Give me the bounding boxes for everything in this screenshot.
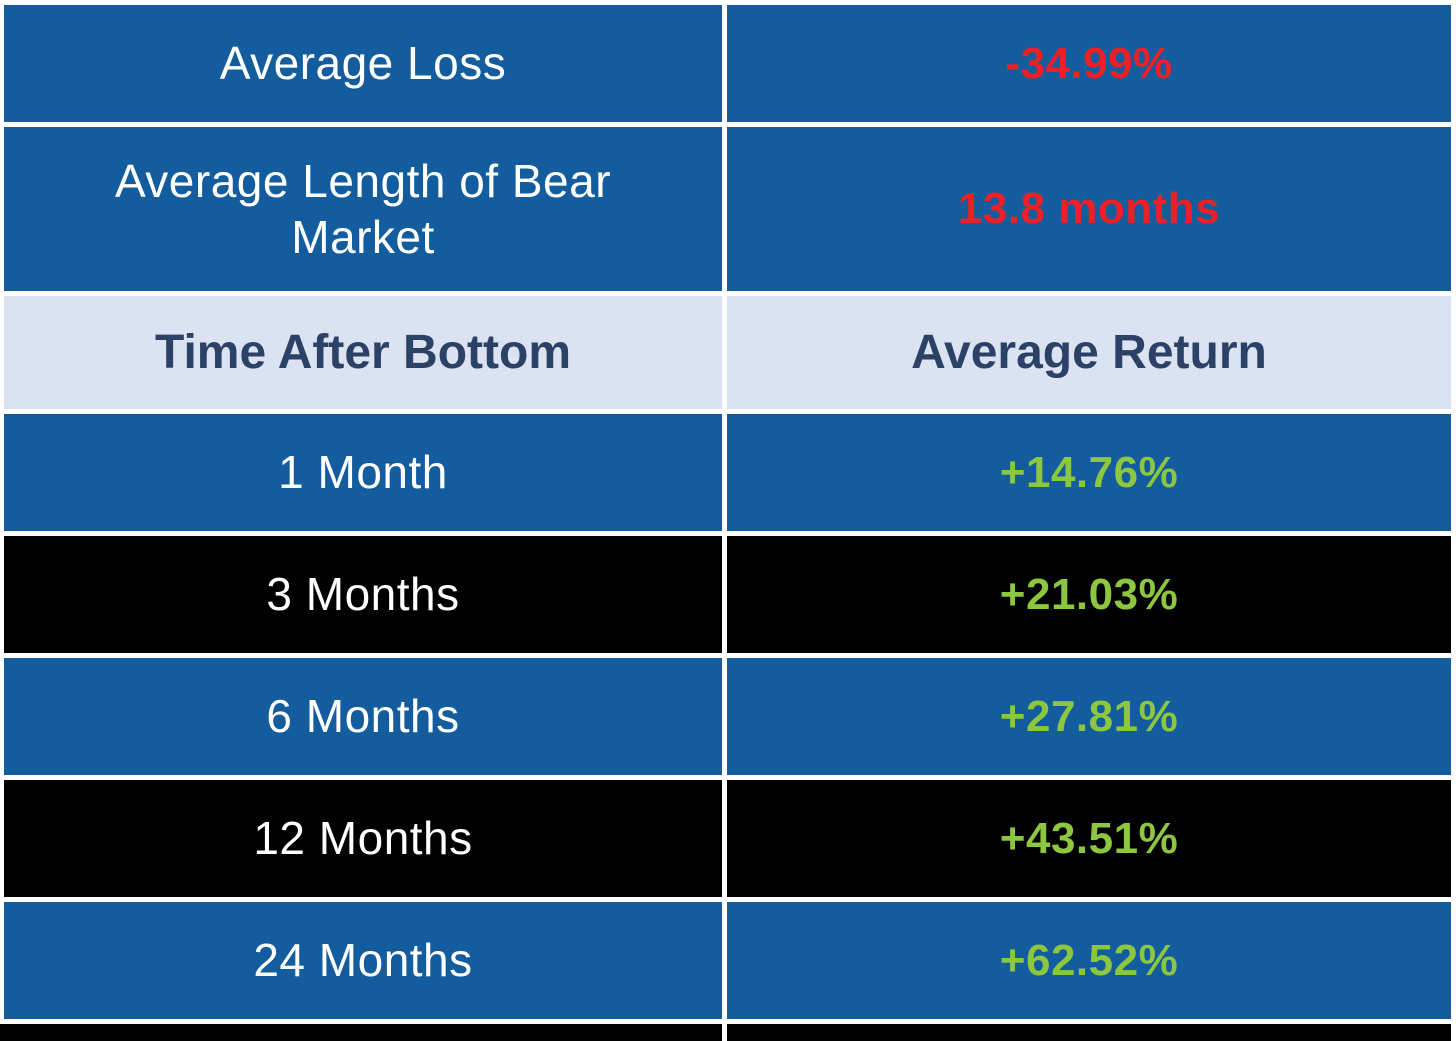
table-row-1-month: 1 Month +14.76% bbox=[0, 414, 1456, 531]
average-length-label: Average Length of Bear Market bbox=[114, 154, 612, 263]
header-time-after-bottom: Time After Bottom bbox=[154, 326, 571, 379]
row-6-months-label-cell: 6 Months bbox=[4, 658, 722, 775]
average-length-value: 13.8 months bbox=[957, 184, 1221, 233]
row-12-months-label-cell: 12 Months bbox=[4, 780, 722, 897]
row-3-months-label: 3 Months bbox=[266, 568, 460, 621]
row-1-month-label-cell: 1 Month bbox=[4, 414, 722, 531]
table-row-average-loss: Average Loss -34.99% bbox=[0, 5, 1456, 122]
row-12-months-value-cell: +43.51% bbox=[727, 780, 1451, 897]
table-row-12-months: 12 Months +43.51% bbox=[0, 780, 1456, 897]
table-row-average-length: Average Length of Bear Market 13.8 month… bbox=[0, 127, 1456, 291]
row-1-month-value: +14.76% bbox=[999, 447, 1179, 497]
row-6-months-label: 6 Months bbox=[266, 690, 460, 743]
row-3-months-value-cell: +21.03% bbox=[727, 536, 1451, 653]
row-6-months-value-cell: +27.81% bbox=[727, 658, 1451, 775]
cutoff-strip-left bbox=[0, 1024, 722, 1041]
row-1-month-value-cell: +14.76% bbox=[727, 414, 1451, 531]
table-header-row: Time After Bottom Average Return bbox=[0, 296, 1456, 409]
header-average-return: Average Return bbox=[911, 326, 1267, 379]
row-24-months-label: 24 Months bbox=[253, 934, 473, 987]
average-loss-value: -34.99% bbox=[1005, 38, 1173, 88]
row-3-months-value: +21.03% bbox=[999, 569, 1179, 619]
row-24-months-value-cell: +62.52% bbox=[727, 902, 1451, 1019]
row-24-months-value: +62.52% bbox=[999, 935, 1179, 985]
row-1-month-label: 1 Month bbox=[278, 446, 448, 499]
row-12-months-label: 12 Months bbox=[253, 812, 473, 865]
average-loss-value-cell: -34.99% bbox=[727, 5, 1451, 122]
cutoff-next-row-strip bbox=[0, 1024, 1456, 1041]
header-time-after-bottom-cell: Time After Bottom bbox=[4, 296, 722, 409]
average-length-value-cell: 13.8 months bbox=[727, 127, 1451, 291]
header-average-return-cell: Average Return bbox=[727, 296, 1451, 409]
table-row-3-months: 3 Months +21.03% bbox=[0, 536, 1456, 653]
average-loss-label: Average Loss bbox=[219, 37, 507, 90]
row-6-months-value: +27.81% bbox=[999, 691, 1179, 741]
cutoff-strip-right bbox=[727, 1024, 1451, 1041]
bear-market-table: Average Loss -34.99% Average Length of B… bbox=[0, 5, 1456, 1041]
table-row-24-months: 24 Months +62.52% bbox=[0, 902, 1456, 1019]
row-12-months-value: +43.51% bbox=[999, 813, 1179, 863]
row-3-months-label-cell: 3 Months bbox=[4, 536, 722, 653]
table-row-6-months: 6 Months +27.81% bbox=[0, 658, 1456, 775]
row-24-months-label-cell: 24 Months bbox=[4, 902, 722, 1019]
average-length-label-cell: Average Length of Bear Market bbox=[4, 127, 722, 291]
average-loss-label-cell: Average Loss bbox=[4, 5, 722, 122]
